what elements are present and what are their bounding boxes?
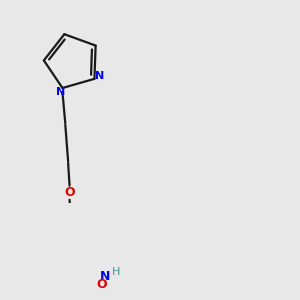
Text: H: H (112, 267, 120, 277)
Text: N: N (56, 87, 66, 97)
Text: N: N (95, 71, 105, 81)
Text: O: O (97, 278, 107, 291)
Text: N: N (100, 270, 110, 283)
Text: O: O (64, 186, 75, 199)
